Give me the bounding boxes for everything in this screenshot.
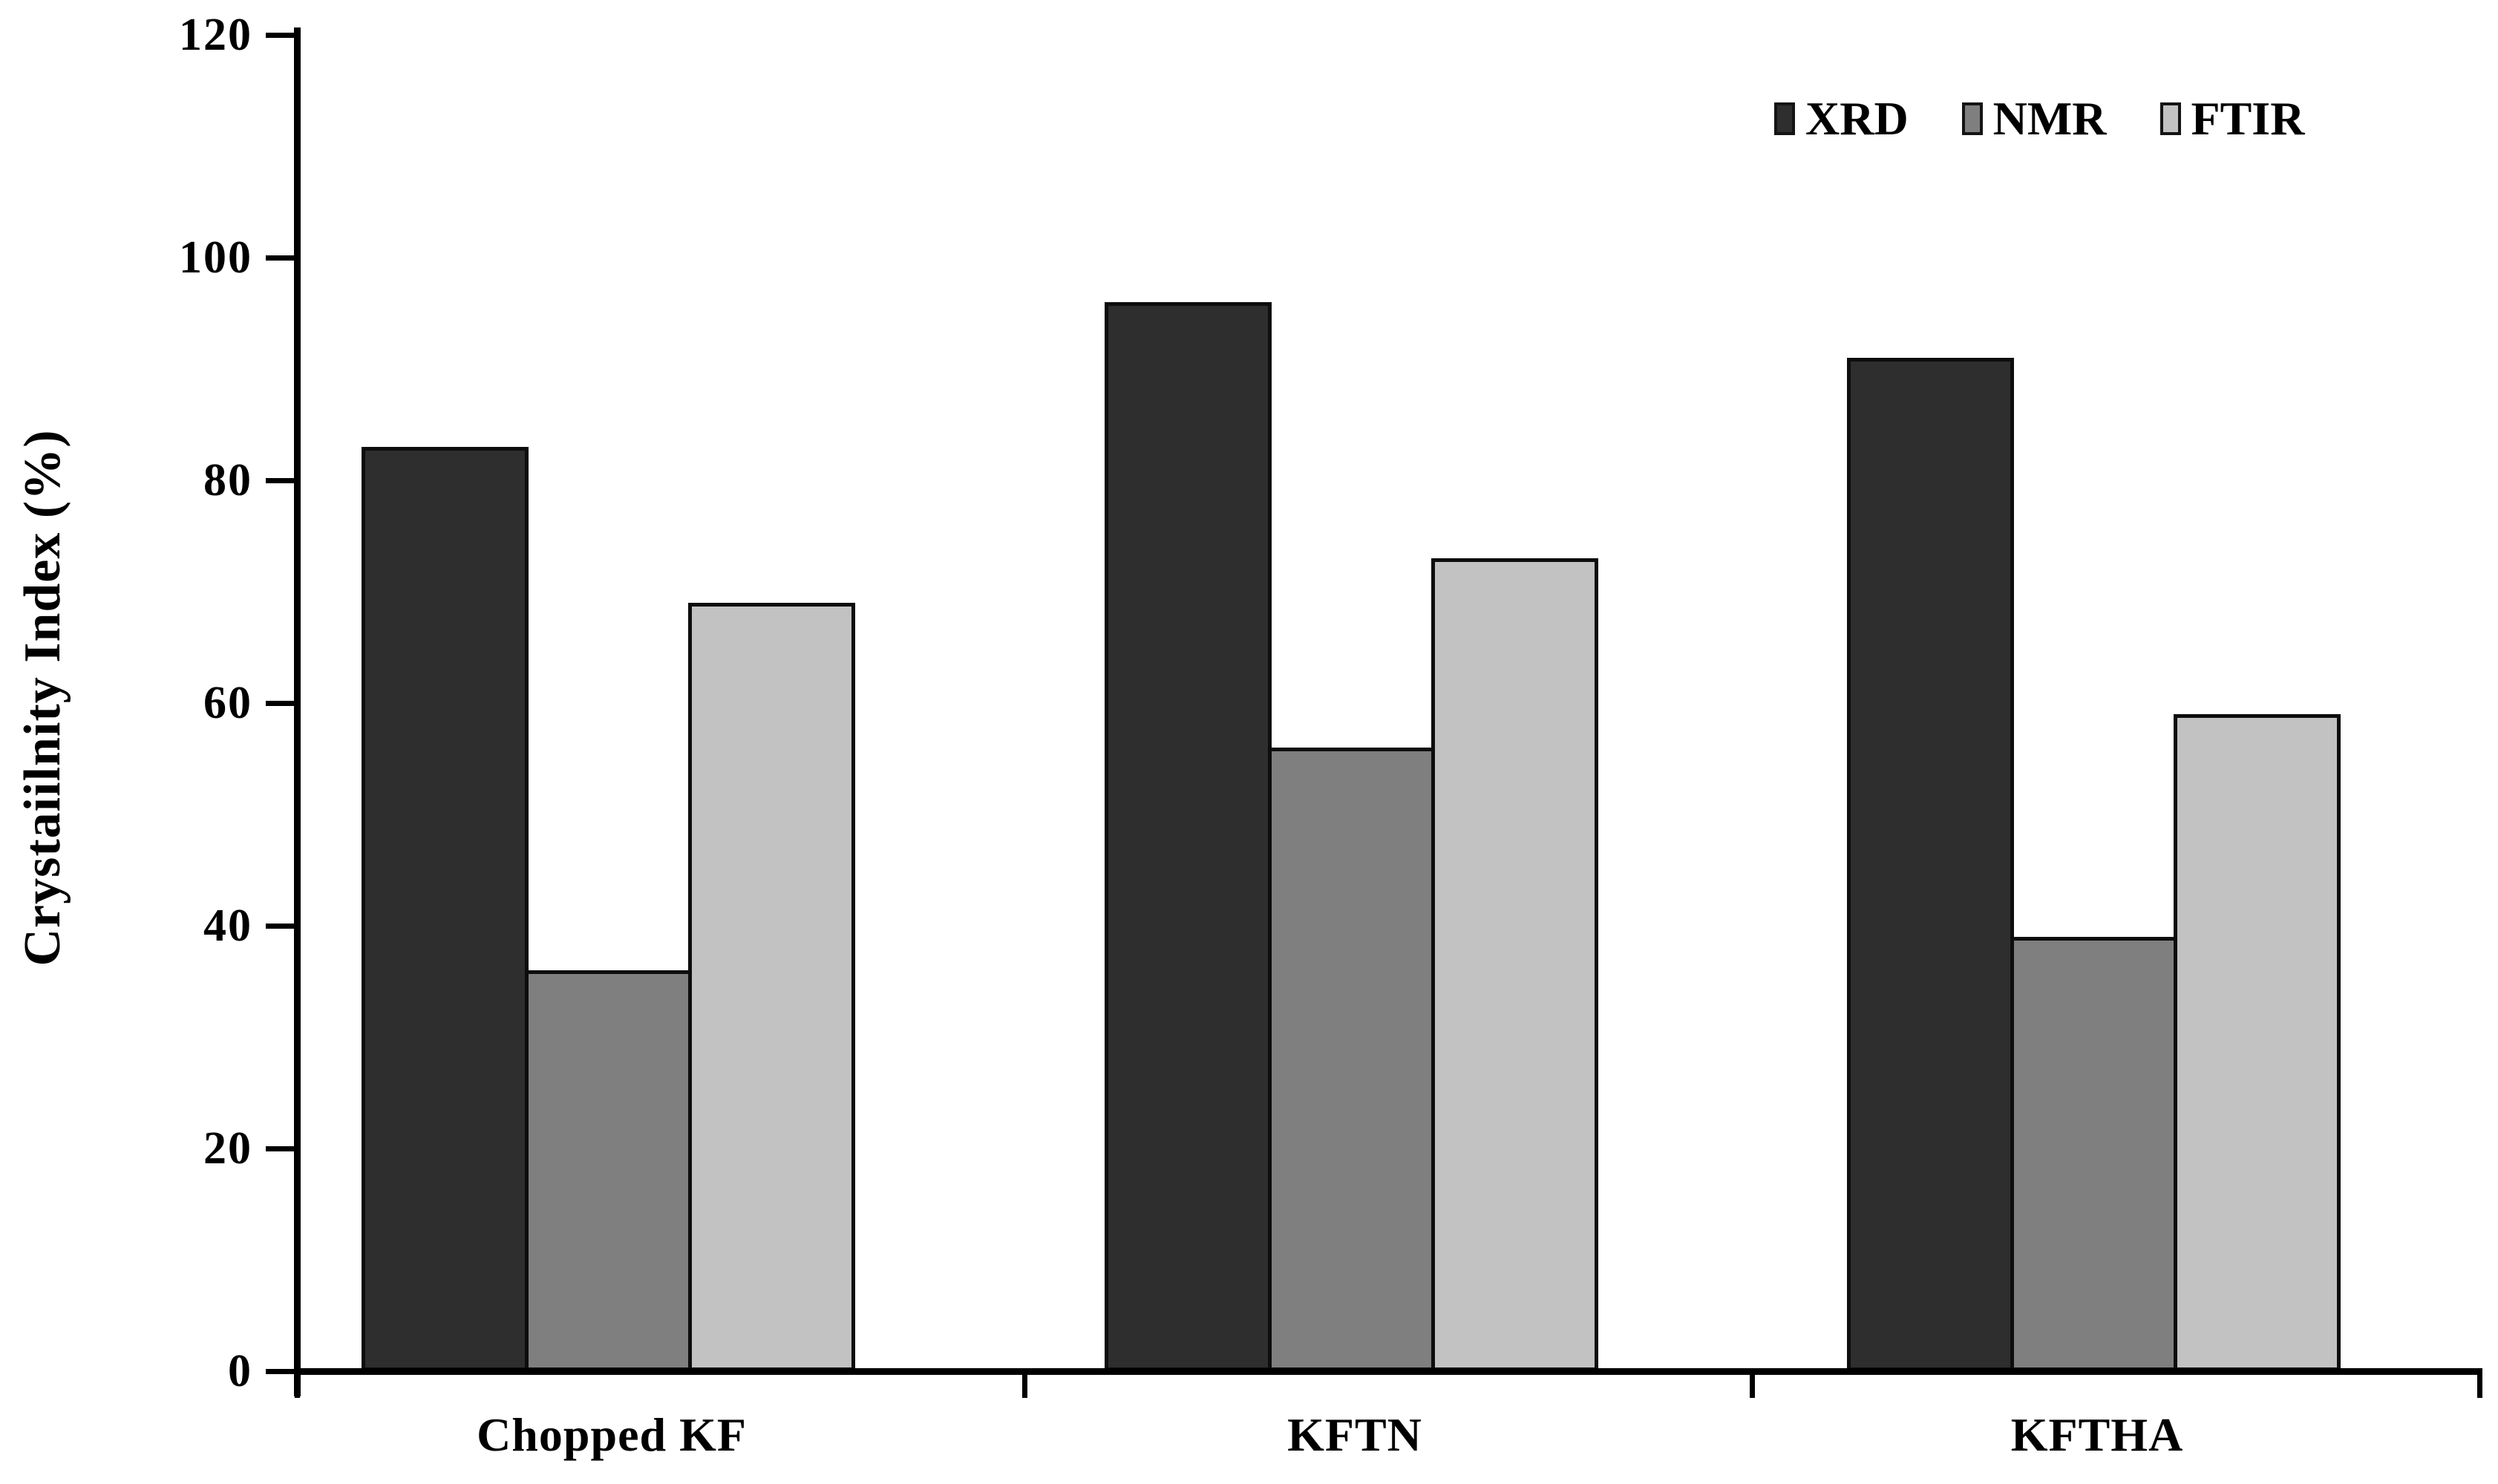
- y-tick-20: [266, 1146, 295, 1151]
- legend-swatch-xrd-icon: [1774, 102, 1795, 135]
- y-tick-100: [266, 255, 295, 261]
- x-tick-1: [1022, 1368, 1027, 1398]
- y-tick-80: [266, 478, 295, 483]
- bar-ftir-chopped-kf: [688, 603, 855, 1371]
- y-tick-40: [266, 924, 295, 929]
- plot-area: [297, 35, 2479, 1371]
- category-label-kftn: KFTN: [1287, 1408, 1422, 1461]
- x-tick-3: [2477, 1368, 2482, 1398]
- bar-ftir-kftha: [2174, 714, 2341, 1371]
- category-label-kftha: KFTHA: [2010, 1408, 2184, 1461]
- bar-xrd-kftha: [1847, 358, 2014, 1371]
- y-tick-60: [266, 701, 295, 706]
- bar-xrd-chopped-kf: [362, 447, 529, 1371]
- x-axis-line: [294, 1368, 2481, 1375]
- legend-label-xrd: XRD: [1805, 92, 1909, 145]
- y-tick-label-20: 20: [203, 1123, 252, 1174]
- legend-swatch-ftir-icon: [2159, 102, 2181, 135]
- legend: XRD NMR FTIR: [1774, 95, 2304, 143]
- legend-item-xrd: XRD: [1774, 95, 1909, 143]
- x-tick-0: [295, 1368, 300, 1398]
- x-tick-2: [1750, 1368, 1755, 1398]
- category-label-chopped-kf: Chopped KF: [477, 1408, 747, 1461]
- y-tick-label-80: 80: [203, 455, 252, 506]
- y-tick-0: [266, 1369, 295, 1374]
- legend-swatch-nmr-icon: [1961, 102, 1983, 135]
- y-tick-label-40: 40: [203, 900, 252, 951]
- y-axis-line: [294, 27, 301, 1396]
- bar-nmr-chopped-kf: [525, 970, 692, 1371]
- y-tick-label-0: 0: [228, 1346, 252, 1396]
- legend-item-ftir: FTIR: [2159, 92, 2305, 145]
- y-tick-label-100: 100: [179, 232, 252, 283]
- legend-item-nmr: NMR: [1961, 92, 2107, 145]
- bar-nmr-kftha: [2010, 937, 2177, 1371]
- bar-ftir-kftn: [1431, 558, 1598, 1371]
- y-tick-120: [266, 33, 295, 38]
- y-tick-label-60: 60: [203, 678, 252, 728]
- legend-label-ftir: FTIR: [2191, 92, 2305, 145]
- legend-label-nmr: NMR: [1992, 92, 2107, 145]
- bar-xrd-kftn: [1105, 302, 1272, 1371]
- bar-nmr-kftn: [1268, 748, 1435, 1371]
- y-tick-label-120: 120: [179, 10, 252, 60]
